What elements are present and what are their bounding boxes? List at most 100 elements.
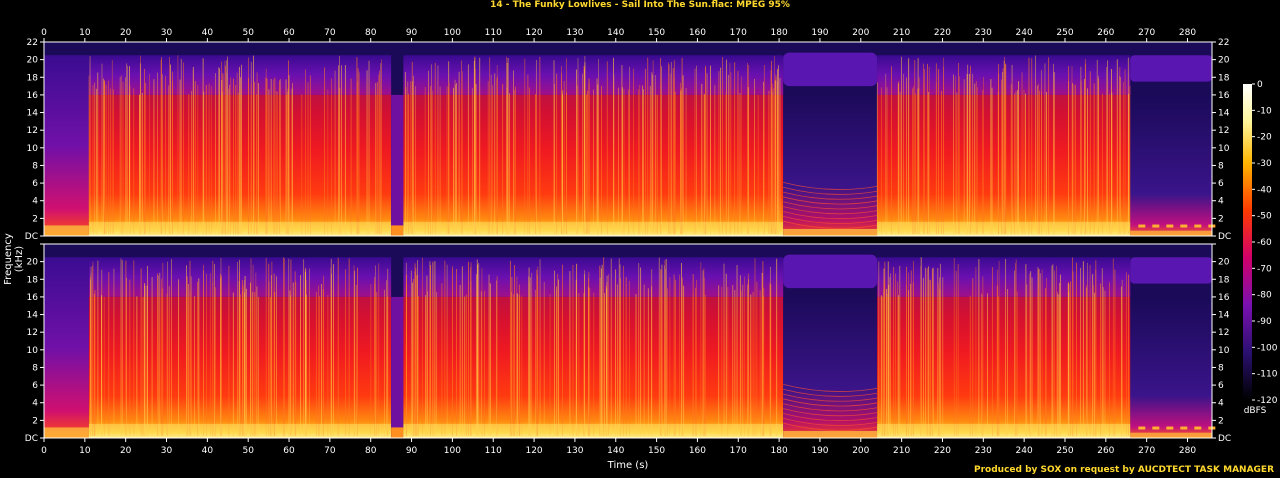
colorbar-tick-label: -70 bbox=[1257, 264, 1272, 274]
x-tick-label: 160 bbox=[689, 28, 706, 38]
outro-band bbox=[1130, 296, 1212, 438]
x-tick-label: 170 bbox=[730, 28, 747, 38]
segment-intro-0 bbox=[44, 55, 89, 237]
y-tick-label: 18 bbox=[1218, 73, 1230, 83]
x-tick-label: 280 bbox=[1179, 28, 1196, 38]
bass-band bbox=[1130, 432, 1212, 438]
y-tick-label: 8 bbox=[32, 363, 38, 373]
harmonic-curve bbox=[783, 417, 878, 426]
colorbar: 0 -10 -20 -30 -40 -50 -60 -70 -80 -90 -100 -110 -120 bbox=[1243, 80, 1278, 406]
y-tick-label: 2 bbox=[32, 416, 38, 426]
segment-music-3 bbox=[403, 55, 784, 236]
outro-blip bbox=[1180, 426, 1188, 430]
hf-band bbox=[877, 257, 1131, 297]
y-tick-label: 10 bbox=[27, 346, 39, 356]
x-tick-label: 80 bbox=[365, 28, 377, 38]
bass-band bbox=[403, 221, 784, 236]
y-tick-label: 14 bbox=[27, 311, 39, 321]
y-tick-label: 12 bbox=[27, 328, 38, 338]
segment-quiet-4 bbox=[783, 52, 878, 236]
colorbar-tick-label: -40 bbox=[1257, 185, 1272, 195]
y-tick-label: 16 bbox=[1218, 293, 1230, 303]
harmonic-curve bbox=[783, 191, 878, 200]
intro-band bbox=[44, 257, 89, 438]
colorbar-tick-label: -20 bbox=[1257, 133, 1272, 143]
music-band bbox=[88, 296, 392, 438]
y-tick-label: 4 bbox=[32, 197, 38, 207]
x-tick-label: 70 bbox=[324, 446, 336, 456]
y-tick-label: 8 bbox=[1218, 363, 1224, 373]
x-tick-label: 10 bbox=[79, 446, 91, 456]
x-tick-label: 120 bbox=[525, 446, 542, 456]
y-tick-label: DC bbox=[25, 434, 38, 444]
y-tick-label: 6 bbox=[1218, 179, 1224, 189]
hf-band bbox=[403, 257, 784, 297]
x-tick-label: 50 bbox=[242, 446, 254, 456]
y-tick-label: 20 bbox=[27, 258, 39, 268]
bass-band bbox=[1130, 230, 1212, 236]
y-tick-label: 4 bbox=[1218, 197, 1224, 207]
y-tick-label: 14 bbox=[27, 109, 39, 119]
break-band bbox=[391, 94, 404, 236]
y-tick-label: 10 bbox=[27, 144, 39, 154]
footer-credit: Produced by SOX on request by AUCDTECT T… bbox=[974, 465, 1274, 475]
x-tick-label: 180 bbox=[771, 446, 788, 456]
music-band bbox=[403, 296, 784, 438]
x-tick-label: 110 bbox=[485, 28, 502, 38]
colorbar-tick-label: -120 bbox=[1257, 396, 1278, 406]
x-tick-label: 190 bbox=[811, 446, 828, 456]
outro-band bbox=[1130, 94, 1212, 236]
colorbar-tick-label: -30 bbox=[1257, 159, 1272, 169]
y-tick-label: 16 bbox=[1218, 91, 1230, 101]
segment-music-5 bbox=[877, 257, 1131, 438]
segment-music-1 bbox=[88, 257, 392, 438]
x-tick-label: 10 bbox=[79, 28, 91, 38]
x-tick-label: 100 bbox=[444, 28, 461, 38]
x-tick-label: 90 bbox=[406, 28, 418, 38]
segment-break-2 bbox=[391, 94, 404, 236]
channel-panel-left bbox=[43, 41, 1216, 237]
segment-music-5 bbox=[876, 55, 1131, 236]
outro-blip bbox=[1166, 224, 1174, 228]
outro-blip bbox=[1180, 224, 1188, 228]
x-tick-label: 90 bbox=[406, 446, 418, 456]
outro-blip bbox=[1166, 426, 1174, 430]
bass-band bbox=[403, 423, 784, 438]
hf-band bbox=[88, 257, 392, 297]
harmonic-curve bbox=[783, 393, 878, 402]
harmonic-curve bbox=[783, 413, 878, 422]
y-tick-label: 8 bbox=[1218, 161, 1224, 171]
y-tick-label: 12 bbox=[27, 126, 38, 136]
x-tick-label: 150 bbox=[648, 446, 665, 456]
harmonic-curve bbox=[783, 398, 878, 407]
y-tick-label: 22 bbox=[27, 38, 38, 48]
x-tick-label: 30 bbox=[161, 446, 173, 456]
bass-band bbox=[877, 221, 1131, 236]
outro-blip bbox=[1152, 426, 1160, 430]
panel-frame bbox=[43, 243, 1213, 439]
y-tick-label: 20 bbox=[1218, 56, 1230, 66]
hf-band bbox=[88, 55, 392, 95]
bass-band bbox=[391, 225, 404, 236]
hf-blob bbox=[1130, 55, 1212, 82]
harmonic-curve bbox=[783, 403, 878, 412]
x-tick-label: 30 bbox=[161, 28, 173, 38]
x-tick-label: 200 bbox=[852, 28, 869, 38]
x-tick-label: 130 bbox=[566, 446, 583, 456]
x-tick-label: 200 bbox=[852, 446, 869, 456]
x-axis-label: Time (s) bbox=[607, 460, 649, 471]
x-tick-label: 170 bbox=[730, 446, 747, 456]
music-band bbox=[88, 94, 392, 236]
hf-blob bbox=[783, 52, 878, 87]
segment-music-1 bbox=[88, 55, 392, 236]
y-tick-label: 14 bbox=[1218, 311, 1230, 321]
y-tick-label: 12 bbox=[1218, 328, 1229, 338]
x-tick-label: 0 bbox=[41, 446, 47, 456]
colorbar-tick-label: 0 bbox=[1257, 80, 1263, 90]
y-tick-label: 16 bbox=[27, 293, 39, 303]
hf-blob bbox=[783, 254, 878, 289]
y-tick-label: DC bbox=[25, 232, 38, 242]
bass-band bbox=[88, 221, 392, 236]
harmonic-curve bbox=[783, 181, 878, 190]
x-tick-label: 130 bbox=[566, 28, 583, 38]
